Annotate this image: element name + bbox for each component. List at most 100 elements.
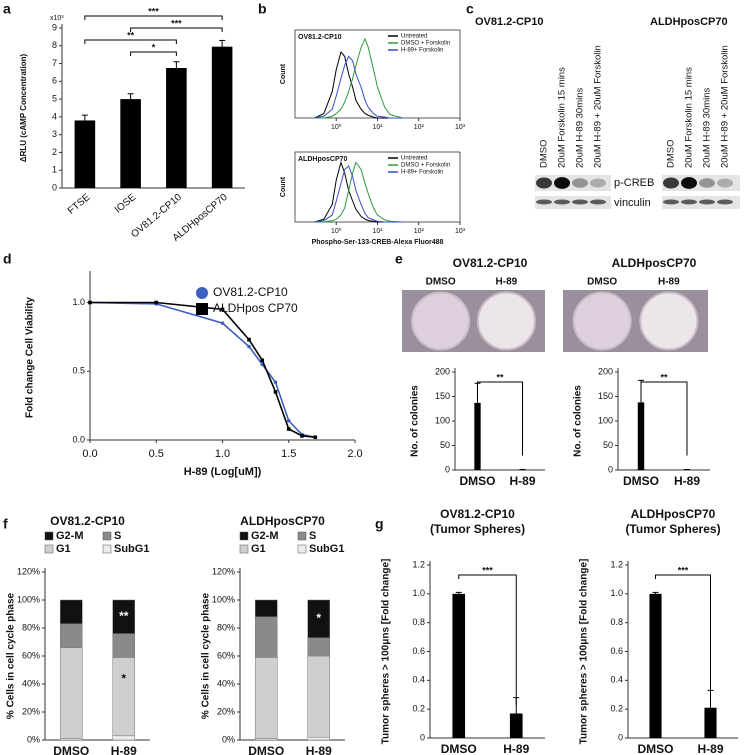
y-tick-label: 60% xyxy=(217,650,235,660)
legend-label: DMSO + Forskolin xyxy=(401,41,450,47)
plate-well xyxy=(639,291,699,351)
y-tick-label: 40% xyxy=(217,678,235,688)
plate-well xyxy=(476,291,536,351)
blot-band xyxy=(681,199,697,205)
y-axis-label: Tumor spheres > 100μns [Fold change] xyxy=(381,559,392,745)
blot-strip xyxy=(662,175,740,191)
x-tick-label: 2.0 xyxy=(347,448,362,460)
chart-title: ALDHposCP70 xyxy=(631,507,716,521)
x-tick-label: 10² xyxy=(414,228,425,235)
y-tick-label: 0.4 xyxy=(412,675,425,685)
x-tick-label: 1.5 xyxy=(281,448,296,460)
series-line xyxy=(314,55,403,119)
blot-band xyxy=(590,199,606,205)
chart-title: OV81.2-CP10 xyxy=(50,514,125,528)
lane-label: DMSO xyxy=(666,140,677,169)
y-tick-label: 120% xyxy=(212,566,235,576)
panel-letter: g xyxy=(375,516,384,532)
x-tick-label: DMSO xyxy=(460,474,496,488)
legend-label: G2-M xyxy=(251,530,279,542)
x-axis-label: Phospho-Ser-133-CREB-Alexa Fluor488 xyxy=(312,239,444,246)
point xyxy=(273,380,278,385)
x-tick-label: 10¹ xyxy=(372,124,383,131)
point xyxy=(273,390,278,394)
blot-band xyxy=(663,199,679,205)
plate-well xyxy=(572,291,632,351)
panel-letter: b xyxy=(258,1,267,17)
blot-band xyxy=(572,178,588,188)
lane-label: DMSO xyxy=(539,140,550,169)
y-tick-label: 1.0 xyxy=(72,297,85,307)
y-axis-label: Count xyxy=(280,176,287,197)
x-axis-label: H-89 (Log[uM]) xyxy=(184,466,262,478)
legend-label: Untreated xyxy=(401,34,427,40)
x-tick-label: H-89 xyxy=(111,744,137,755)
x-tick-label: FTSE xyxy=(66,192,93,217)
bar-segment xyxy=(307,599,331,639)
bar xyxy=(452,593,466,738)
y-axis-label: ΔRLU (cAMP Concentration) xyxy=(19,54,28,163)
legend-label: OV81.2-CP10 xyxy=(213,285,288,299)
legend-label: DMSO + Forskolin xyxy=(401,163,450,169)
y-tick-label: 0.6 xyxy=(610,646,623,656)
chart-subtitle: (Tumor Spheres) xyxy=(430,522,525,536)
y-tick-label: 6 xyxy=(52,76,57,86)
legend-swatch xyxy=(196,303,208,315)
legend-label: SubG1 xyxy=(114,543,149,555)
panel-letter: f xyxy=(3,516,8,532)
x-tick-label: H-89 xyxy=(674,474,700,488)
x-tick-label: DMSO xyxy=(441,742,477,755)
chart-title: OV81.2-CP10 xyxy=(453,256,528,270)
blot-band xyxy=(536,177,552,189)
x-tick-label: H-89 xyxy=(509,474,535,488)
x-tick-label: 10³ xyxy=(455,228,466,235)
x-tick-label: 10¹ xyxy=(372,228,383,235)
lane-label: 20uM H-89 + 20uM Forskolin xyxy=(593,45,604,168)
y-tick-label: 50 xyxy=(603,440,613,450)
y-tick-label: 3 xyxy=(52,129,57,139)
y-axis-label: Count xyxy=(280,63,287,84)
point xyxy=(247,344,251,349)
significance-bracket xyxy=(477,381,523,456)
cell-line-title: ALDHposCP70 xyxy=(650,16,728,28)
lane-label: 20uM H-89 30mins xyxy=(575,87,586,168)
significance-label: ** xyxy=(660,372,668,382)
bar-segment xyxy=(59,599,83,625)
point xyxy=(220,321,225,325)
x-tick-label: IOSE xyxy=(113,192,139,216)
bar xyxy=(474,402,481,470)
y-tick-label: 5 xyxy=(52,93,57,103)
significance-bracket xyxy=(84,15,223,20)
y-tick-label: 7 xyxy=(52,58,57,68)
y-tick-label: 20% xyxy=(22,706,40,716)
legend-swatch xyxy=(239,544,249,554)
legend-swatch xyxy=(297,544,307,554)
x-tick-label: H-89 xyxy=(306,744,332,755)
blot-band xyxy=(554,199,570,205)
bar-segment xyxy=(112,599,136,634)
chart-title: OV81.2-CP10 xyxy=(440,507,515,521)
y-tick-label: 0% xyxy=(27,734,40,744)
significance-bracket xyxy=(130,51,177,56)
x-tick-label: 0.5 xyxy=(149,448,164,460)
y-axis-label: % Cells in cell cycle phase xyxy=(201,592,212,719)
y-tick-label: 0 xyxy=(445,464,450,474)
legend-swatch xyxy=(44,531,54,541)
plate-label: DMSO xyxy=(587,277,617,288)
y-tick-label: 100% xyxy=(212,594,235,604)
chart-title: ALDHposCP70 xyxy=(612,256,697,270)
panel-letter: a xyxy=(3,1,11,17)
legend-label: H-89+ Forskolin xyxy=(401,48,444,54)
y-tick-label: 100 xyxy=(435,415,450,425)
significance-bracket xyxy=(130,27,223,32)
bar xyxy=(211,46,233,188)
cell-line-title: OV81.2-CP10 xyxy=(475,16,543,28)
series-line xyxy=(314,37,403,119)
point xyxy=(247,337,251,342)
panel-letter: c xyxy=(466,1,474,17)
legend-swatch xyxy=(44,544,54,554)
bar xyxy=(509,713,523,738)
y-tick-label: 0.6 xyxy=(412,646,425,656)
y-tick-label: 0.2 xyxy=(610,704,623,714)
significance-label: * xyxy=(316,611,321,625)
